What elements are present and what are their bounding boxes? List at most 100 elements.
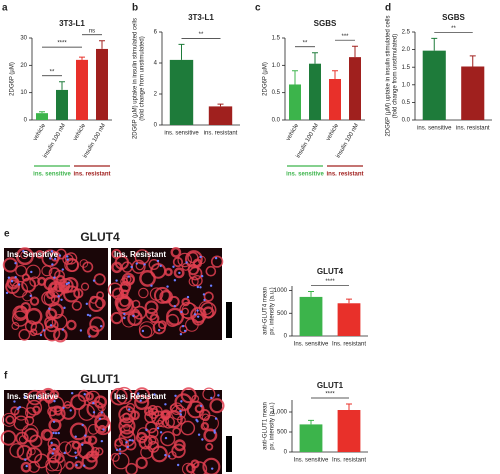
x-tick-label: insulin 100 nM	[296, 123, 321, 160]
group-label: ins. sensitive	[33, 172, 71, 178]
nucleus	[79, 329, 83, 332]
x-tick-label: ins. resistant	[456, 126, 490, 132]
x-tick-label: Ins. sensitive	[294, 458, 329, 464]
cell	[9, 443, 25, 458]
nucleus	[74, 451, 77, 454]
cell	[160, 431, 176, 447]
nucleus	[36, 396, 39, 399]
nucleus	[53, 276, 56, 279]
cell	[48, 418, 62, 432]
nucleus	[145, 428, 148, 432]
cell	[53, 282, 64, 293]
cell	[13, 415, 29, 431]
nucleus	[54, 431, 58, 435]
group-label: ins. resistant	[73, 172, 110, 178]
group-label: ins. resistant	[326, 172, 363, 178]
cell	[210, 255, 224, 268]
x-tick-label: ins. resistant	[204, 131, 238, 137]
nucleus	[74, 435, 77, 438]
y-tick-label: 0.0	[272, 118, 281, 124]
cell	[44, 316, 57, 329]
bar	[349, 57, 361, 120]
image-label: Ins. Sensitive	[7, 250, 59, 259]
cell	[49, 282, 59, 291]
nucleus	[23, 395, 27, 399]
cell	[121, 313, 136, 328]
nucleus	[50, 250, 54, 253]
cell	[158, 320, 167, 330]
y-tick-label: 4	[154, 61, 158, 67]
cell	[148, 407, 160, 420]
x-tick-label: vehicle	[286, 122, 301, 142]
nucleus	[200, 274, 204, 278]
bar	[299, 424, 323, 452]
nucleus	[13, 400, 16, 403]
chart-title: SGBS	[314, 19, 337, 28]
cell	[29, 276, 40, 287]
nucleus	[67, 281, 70, 285]
nucleus	[179, 332, 183, 336]
cell	[50, 294, 60, 304]
cell	[47, 302, 64, 320]
nucleus	[200, 404, 203, 408]
cell	[64, 440, 82, 458]
error-bar	[469, 55, 476, 67]
error-bar	[79, 56, 85, 60]
error-bar	[332, 70, 338, 79]
chart-title: SGBS	[442, 13, 465, 22]
cell	[181, 462, 195, 474]
image-label: Ins. Sensitive	[7, 392, 59, 401]
nucleus	[131, 439, 134, 442]
y-tick-label: 10	[20, 90, 27, 96]
nucleus	[164, 403, 167, 406]
x-tick-label: insulin 100 nM	[83, 123, 108, 160]
cell	[110, 311, 123, 325]
cell	[88, 296, 105, 312]
panel-letter: d	[385, 3, 391, 14]
cell	[172, 427, 182, 436]
cell	[127, 310, 143, 326]
cell	[73, 288, 84, 299]
cell	[202, 415, 219, 432]
nucleus	[153, 393, 156, 396]
cell	[45, 308, 58, 320]
y-tick-label: 500	[277, 430, 288, 436]
y-tick-label: 2.0	[402, 47, 411, 53]
cell	[2, 257, 18, 273]
cell	[62, 277, 79, 293]
bar	[96, 48, 108, 120]
nucleus	[7, 276, 11, 279]
nucleus	[83, 464, 86, 467]
bar	[56, 89, 68, 120]
cell	[148, 259, 160, 270]
image-label: Ins. Resistant	[114, 250, 166, 259]
cell	[125, 402, 136, 413]
nucleus	[214, 256, 218, 260]
nucleus	[180, 400, 183, 403]
nucleus	[132, 314, 135, 318]
y-axis-label: anti-GLUT4 mean	[263, 287, 269, 335]
nucleus	[63, 306, 66, 310]
cell	[184, 250, 203, 268]
nucleus	[130, 265, 133, 269]
error-bar	[346, 403, 352, 410]
nucleus	[213, 431, 216, 434]
nucleus	[174, 394, 177, 398]
x-tick-label: vehicle	[33, 122, 48, 142]
nucleus	[48, 307, 51, 310]
y-tick-label: 1.5	[272, 36, 281, 42]
nucleus	[150, 284, 153, 287]
y-axis-label: 2DG6P (µM)	[263, 62, 269, 96]
cell	[137, 427, 151, 441]
cell	[86, 400, 104, 418]
y-tick-label: 0	[284, 334, 288, 340]
nucleus	[65, 282, 68, 286]
nucleus	[210, 396, 213, 400]
nucleus	[201, 438, 204, 441]
cell	[45, 460, 63, 474]
x-tick-label: vehicle	[326, 122, 341, 142]
nucleus	[39, 333, 43, 337]
y-tick-label: 1.0	[272, 63, 281, 69]
cell	[46, 449, 61, 464]
cell	[139, 270, 156, 287]
